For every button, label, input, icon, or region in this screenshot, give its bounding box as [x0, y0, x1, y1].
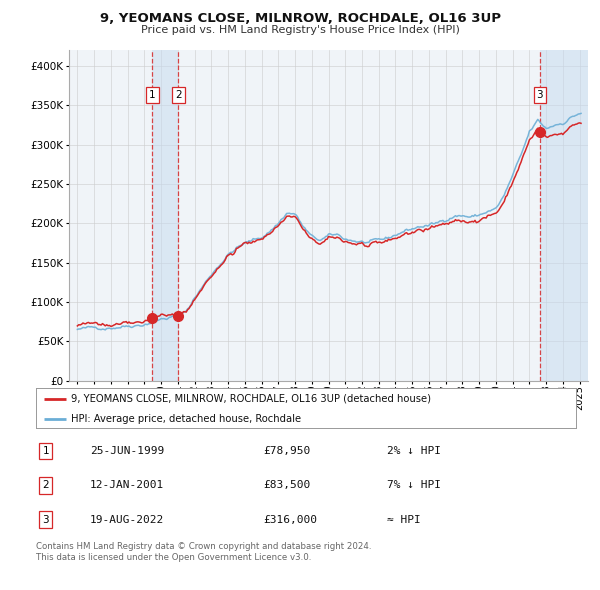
Text: HPI: Average price, detached house, Rochdale: HPI: Average price, detached house, Roch…: [71, 414, 301, 424]
Text: £83,500: £83,500: [263, 480, 310, 490]
Text: £78,950: £78,950: [263, 446, 310, 456]
Text: 12-JAN-2001: 12-JAN-2001: [90, 480, 164, 490]
Text: 3: 3: [536, 90, 543, 100]
Text: 1: 1: [43, 446, 49, 456]
Text: 3: 3: [43, 514, 49, 525]
Text: This data is licensed under the Open Government Licence v3.0.: This data is licensed under the Open Gov…: [36, 553, 311, 562]
Text: Price paid vs. HM Land Registry's House Price Index (HPI): Price paid vs. HM Land Registry's House …: [140, 25, 460, 35]
Text: 9, YEOMANS CLOSE, MILNROW, ROCHDALE, OL16 3UP (detached house): 9, YEOMANS CLOSE, MILNROW, ROCHDALE, OL1…: [71, 394, 431, 404]
Bar: [540, 50, 588, 381]
Text: 7% ↓ HPI: 7% ↓ HPI: [387, 480, 441, 490]
Text: 2: 2: [43, 480, 49, 490]
Text: 1: 1: [149, 90, 155, 100]
Text: 19-AUG-2022: 19-AUG-2022: [90, 514, 164, 525]
Text: 25-JUN-1999: 25-JUN-1999: [90, 446, 164, 456]
Text: ≈ HPI: ≈ HPI: [387, 514, 421, 525]
Bar: [152, 50, 178, 381]
Text: £316,000: £316,000: [263, 514, 317, 525]
Text: 2: 2: [175, 90, 182, 100]
Text: Contains HM Land Registry data © Crown copyright and database right 2024.: Contains HM Land Registry data © Crown c…: [36, 542, 371, 550]
Text: 9, YEOMANS CLOSE, MILNROW, ROCHDALE, OL16 3UP: 9, YEOMANS CLOSE, MILNROW, ROCHDALE, OL1…: [100, 12, 500, 25]
Text: 2% ↓ HPI: 2% ↓ HPI: [387, 446, 441, 456]
